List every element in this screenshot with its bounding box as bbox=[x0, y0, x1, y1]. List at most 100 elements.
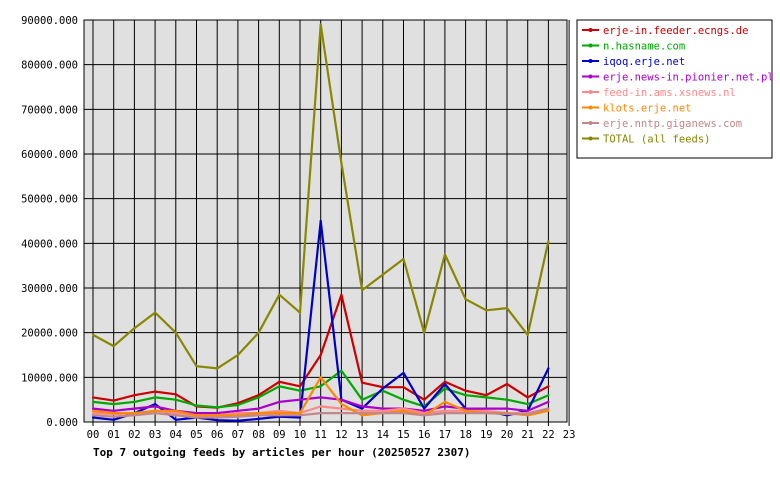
data-point bbox=[526, 333, 529, 336]
data-point bbox=[257, 394, 260, 397]
data-point bbox=[236, 411, 239, 415]
data-point bbox=[195, 365, 198, 368]
data-point bbox=[174, 414, 177, 417]
data-point bbox=[485, 411, 488, 415]
data-point bbox=[485, 409, 488, 412]
data-point bbox=[381, 409, 384, 412]
data-point bbox=[547, 367, 550, 370]
data-point bbox=[340, 398, 343, 401]
data-point bbox=[340, 161, 343, 165]
data-point bbox=[278, 380, 281, 383]
data-point bbox=[443, 400, 446, 403]
x-tick-label: 18 bbox=[459, 429, 472, 441]
x-tick-label: 20 bbox=[501, 429, 514, 441]
data-point bbox=[361, 414, 364, 417]
data-point bbox=[402, 386, 405, 389]
data-point bbox=[257, 411, 260, 415]
data-point bbox=[236, 419, 239, 422]
data-point bbox=[257, 417, 260, 420]
data-point bbox=[464, 409, 467, 412]
data-point bbox=[154, 396, 157, 399]
data-point bbox=[402, 411, 405, 415]
y-tick-label: 70000.000 bbox=[21, 104, 78, 116]
data-point bbox=[319, 376, 322, 379]
data-point bbox=[133, 327, 136, 330]
data-point bbox=[236, 415, 239, 418]
data-point bbox=[443, 387, 446, 390]
data-point bbox=[216, 367, 219, 370]
y-tick-label: 50000.000 bbox=[21, 194, 78, 206]
data-point bbox=[91, 414, 95, 417]
legend-entry: n.hasname.com bbox=[603, 41, 685, 53]
data-point bbox=[195, 414, 198, 417]
data-point bbox=[257, 407, 260, 410]
data-point bbox=[361, 409, 364, 412]
data-point bbox=[526, 409, 529, 412]
x-tick-label: 11 bbox=[314, 429, 327, 441]
data-point bbox=[216, 419, 219, 422]
data-point bbox=[298, 385, 302, 388]
data-point bbox=[381, 273, 384, 276]
data-point bbox=[174, 411, 177, 415]
data-point bbox=[112, 344, 115, 348]
y-tick-label: 90000.000 bbox=[21, 15, 78, 27]
data-point bbox=[195, 411, 198, 415]
data-point bbox=[154, 411, 157, 415]
data-point bbox=[361, 407, 364, 410]
data-point bbox=[298, 416, 302, 419]
data-point bbox=[423, 414, 426, 417]
data-point bbox=[361, 289, 364, 292]
grid bbox=[84, 19, 570, 423]
data-point bbox=[257, 331, 260, 334]
data-point bbox=[174, 393, 177, 396]
data-point bbox=[547, 400, 550, 403]
data-point bbox=[133, 400, 136, 403]
data-point bbox=[547, 240, 550, 243]
legend-entry: feed-in.ams.xsnews.nl bbox=[603, 87, 736, 99]
data-point bbox=[547, 385, 550, 388]
data-point bbox=[112, 411, 115, 415]
data-point bbox=[298, 311, 302, 314]
data-point bbox=[257, 414, 260, 417]
chart-title: Top 7 outgoing feeds by articles per hou… bbox=[93, 446, 471, 459]
data-point bbox=[319, 396, 322, 399]
y-tick-label: 0.000 bbox=[46, 417, 78, 429]
plot-background bbox=[83, 19, 568, 423]
data-point bbox=[112, 418, 115, 421]
data-point bbox=[236, 353, 239, 357]
x-tick-label: 21 bbox=[521, 429, 534, 441]
data-point bbox=[174, 418, 177, 421]
data-point bbox=[298, 398, 302, 401]
data-point bbox=[340, 403, 343, 406]
data-point bbox=[91, 400, 95, 403]
data-point bbox=[174, 331, 177, 334]
legend-marker bbox=[588, 74, 593, 79]
legend-entry: erje.news-in.pionier.net.pl bbox=[603, 72, 774, 84]
legend-marker bbox=[588, 90, 593, 94]
data-point bbox=[319, 219, 322, 223]
x-tick-label: 04 bbox=[169, 429, 182, 441]
data-point bbox=[443, 380, 446, 383]
data-point bbox=[278, 414, 281, 417]
data-point bbox=[112, 399, 115, 402]
data-point bbox=[319, 353, 322, 357]
data-point bbox=[195, 416, 198, 419]
data-point bbox=[340, 369, 343, 372]
legend-marker bbox=[588, 59, 593, 63]
data-point bbox=[216, 406, 219, 409]
data-point bbox=[423, 407, 426, 410]
data-point bbox=[298, 389, 302, 392]
legend-entry: klots.erje.net bbox=[603, 103, 692, 115]
data-point bbox=[91, 396, 95, 399]
data-point bbox=[278, 385, 281, 388]
data-point bbox=[464, 407, 467, 410]
x-tick-label: 19 bbox=[480, 429, 493, 441]
data-point bbox=[443, 382, 446, 386]
data-point bbox=[547, 407, 550, 410]
data-point bbox=[505, 307, 509, 310]
legend: erje-in.feeder.ecngs.de n.hasname.com iqoq… bbox=[576, 19, 774, 159]
x-tick-label: 22 bbox=[542, 429, 555, 441]
data-point bbox=[381, 407, 384, 410]
x-tick-label: 00 bbox=[87, 429, 100, 441]
